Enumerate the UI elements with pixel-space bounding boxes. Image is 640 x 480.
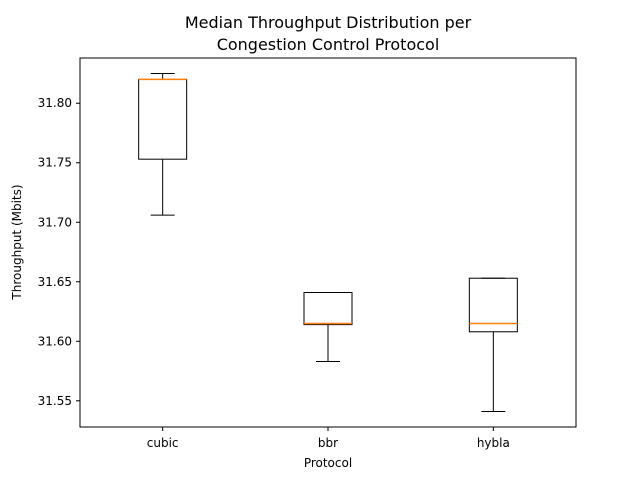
y-tick-label: 31.75 — [38, 156, 72, 170]
plot-area: 31.55 31.60 31.65 31.70 31.75 31.80 cubic bbr hy… — [38, 72, 518, 450]
box-hybla — [468, 277, 518, 333]
y-tick-label: 31.65 — [38, 275, 72, 289]
y-tick-label: 31.55 — [38, 394, 72, 408]
x-axis-label: Protocol — [304, 456, 352, 470]
chart-title-line-2: Congestion Control Protocol — [217, 35, 440, 54]
x-tick-label: bbr — [318, 436, 338, 450]
x-tick-label: cubic — [147, 436, 179, 450]
box-bbr — [303, 291, 353, 326]
chart-title-line-1: Median Throughput Distribution per — [185, 13, 472, 32]
y-tick-label: 31.80 — [38, 96, 72, 110]
x-tick-label: hybla — [477, 436, 510, 450]
y-axis-label: Throughput (Mbits) — [10, 184, 24, 300]
plot-frame — [79, 57, 577, 428]
y-tick-label: 31.60 — [38, 334, 72, 348]
y-tick-label: 31.70 — [38, 215, 72, 229]
